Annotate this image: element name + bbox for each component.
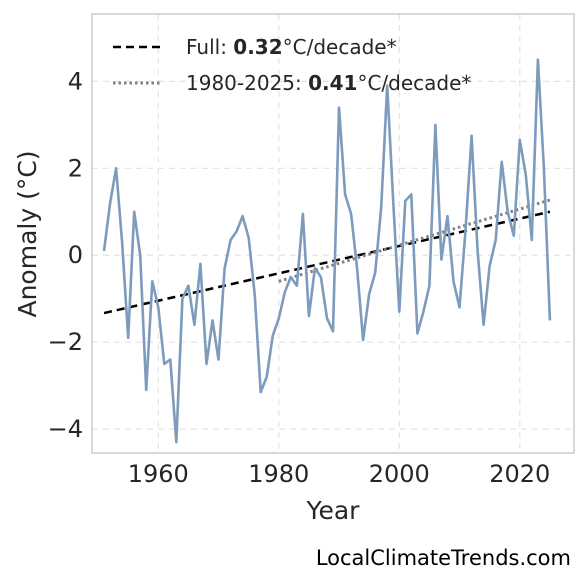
y-tick-label: −2 <box>48 328 83 356</box>
y-tick-label: 0 <box>68 241 83 269</box>
trend-lines <box>103 198 551 315</box>
legend: Full: 0.32°C/decade* 1980-2025: 0.41°C/de… <box>113 35 471 95</box>
legend-entry-text: Full: 0.32°C/decade* <box>186 35 397 59</box>
full-trend-line <box>103 210 551 315</box>
anomaly-series-line <box>102 58 552 444</box>
y-axis-label: Anomaly (°C) <box>13 150 42 317</box>
plot-area-border <box>91 13 575 454</box>
x-tick-label: 1980 <box>248 460 309 488</box>
y-tick-labels: −4 −2 0 2 4 <box>48 67 83 443</box>
y-tick-label: 2 <box>68 154 83 182</box>
credit-text: LocalClimateTrends.com <box>315 546 571 570</box>
y-tick-label: 4 <box>68 67 83 95</box>
legend-entry-text: 1980-2025: 0.41°C/decade* <box>186 71 471 95</box>
x-tick-labels: 1960 1980 2000 2020 <box>128 460 551 488</box>
grid-lines <box>92 14 574 453</box>
x-tick-label: 1960 <box>128 460 189 488</box>
x-tick-label: 2020 <box>489 460 550 488</box>
x-tick-label: 2000 <box>369 460 430 488</box>
x-axis-label: Year <box>306 496 361 525</box>
y-tick-label: −4 <box>48 415 83 443</box>
data-series <box>102 58 552 444</box>
